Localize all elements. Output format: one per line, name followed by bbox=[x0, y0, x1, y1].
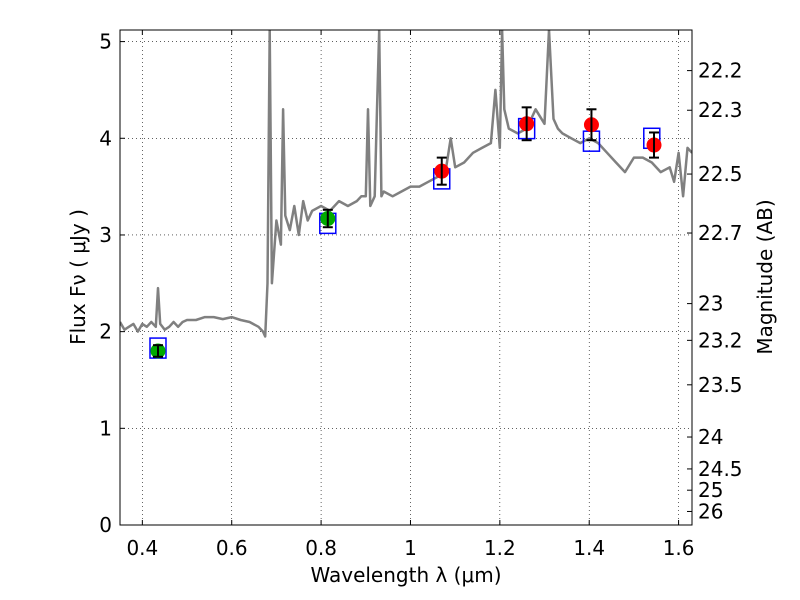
data-markers bbox=[149, 106, 662, 359]
x-tick-label: 1 bbox=[404, 536, 417, 560]
x-tick-label: 0.4 bbox=[126, 536, 158, 560]
y-tick-label: 2 bbox=[99, 320, 112, 344]
y2-axis-title: Magnitude (AB) bbox=[753, 199, 777, 354]
y2-tick-label: 22.5 bbox=[698, 162, 743, 186]
x-tick-label: 1.2 bbox=[484, 536, 516, 560]
y2-tick-label: 25 bbox=[698, 478, 723, 502]
y2-tick-label: 22.3 bbox=[698, 98, 743, 122]
y-tick-label: 5 bbox=[99, 30, 112, 54]
y2-tick-label: 22.2 bbox=[698, 59, 743, 83]
y2-tick-label: 22.7 bbox=[698, 221, 743, 245]
plot-content bbox=[120, 30, 692, 338]
y-axis-title: Flux Fν ( μJy ) bbox=[66, 209, 90, 345]
y2-tick-label: 23 bbox=[698, 292, 723, 316]
y2-tick-label: 26 bbox=[698, 499, 723, 523]
plot-frame bbox=[119, 29, 693, 526]
x-axis-title: Wavelength λ (μm) bbox=[310, 563, 501, 587]
y-tick-label: 0 bbox=[99, 513, 112, 537]
x-tick-label: 0.8 bbox=[305, 536, 337, 560]
y2-tick-label: 24.5 bbox=[698, 457, 743, 481]
axes-ticks: 0.4 0.6 0.8 1 1.2 1.4 1.601234522.222.322.522.… bbox=[99, 30, 742, 560]
x-tick-label: 1.4 bbox=[573, 536, 605, 560]
y-tick-label: 1 bbox=[99, 416, 112, 440]
x-tick-label: 1.6 bbox=[663, 536, 695, 560]
plot-background bbox=[120, 30, 692, 525]
y2-tick-label: 23.5 bbox=[698, 373, 743, 397]
y-tick-label: 3 bbox=[99, 223, 112, 247]
y2-tick-label: 24 bbox=[698, 425, 723, 449]
x-tick-label: 0.6 bbox=[216, 536, 248, 560]
y-tick-label: 4 bbox=[99, 126, 112, 150]
y2-tick-label: 23.2 bbox=[698, 328, 743, 352]
model-spectrum-line bbox=[120, 30, 692, 338]
